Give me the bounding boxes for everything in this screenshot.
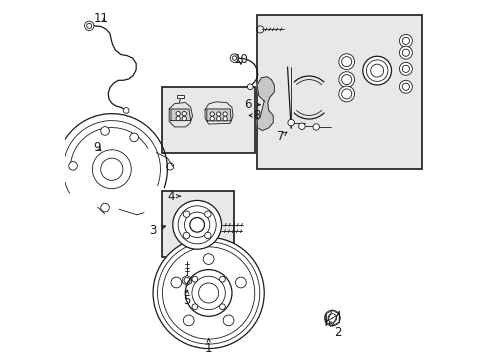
- Bar: [257, 15, 421, 169]
- Polygon shape: [171, 109, 190, 121]
- Circle shape: [223, 112, 227, 116]
- Circle shape: [362, 56, 391, 85]
- Circle shape: [203, 254, 214, 265]
- Text: 4: 4: [167, 190, 180, 203]
- Circle shape: [153, 237, 264, 348]
- Circle shape: [210, 112, 214, 116]
- Text: 3: 3: [149, 224, 165, 237]
- Circle shape: [183, 315, 194, 326]
- Circle shape: [235, 277, 246, 288]
- Polygon shape: [206, 109, 231, 121]
- Circle shape: [182, 117, 186, 121]
- Circle shape: [216, 112, 221, 116]
- Circle shape: [324, 310, 340, 326]
- Circle shape: [338, 72, 354, 87]
- Circle shape: [183, 232, 189, 239]
- Circle shape: [223, 117, 227, 121]
- Circle shape: [223, 315, 233, 326]
- Circle shape: [101, 203, 109, 212]
- Polygon shape: [257, 77, 274, 131]
- Circle shape: [185, 270, 231, 316]
- Text: 2: 2: [328, 323, 341, 339]
- Circle shape: [247, 84, 253, 90]
- Text: 9: 9: [94, 141, 101, 154]
- Bar: [162, 87, 255, 153]
- Circle shape: [298, 123, 305, 130]
- Bar: [177, 95, 184, 98]
- Text: 6: 6: [244, 98, 260, 111]
- Circle shape: [219, 304, 225, 310]
- Circle shape: [399, 80, 411, 93]
- Circle shape: [176, 117, 180, 121]
- Text: 1: 1: [204, 339, 212, 355]
- Circle shape: [204, 211, 211, 217]
- Circle shape: [176, 112, 180, 116]
- Bar: [162, 191, 233, 257]
- Circle shape: [101, 127, 109, 135]
- Text: 7: 7: [276, 130, 286, 144]
- Circle shape: [171, 277, 182, 288]
- Circle shape: [230, 54, 238, 62]
- Circle shape: [192, 276, 197, 282]
- Circle shape: [182, 112, 186, 116]
- Circle shape: [183, 211, 189, 217]
- Circle shape: [219, 276, 225, 282]
- Circle shape: [287, 120, 294, 126]
- Circle shape: [129, 133, 138, 142]
- Circle shape: [338, 86, 354, 102]
- Circle shape: [399, 35, 411, 47]
- Circle shape: [399, 46, 411, 59]
- Text: 5: 5: [183, 291, 190, 307]
- Circle shape: [192, 304, 197, 310]
- Text: 11: 11: [93, 12, 108, 25]
- Circle shape: [399, 62, 411, 75]
- Circle shape: [172, 201, 221, 249]
- Text: 8: 8: [249, 109, 260, 122]
- Circle shape: [210, 117, 214, 121]
- Circle shape: [204, 232, 211, 239]
- Circle shape: [338, 54, 354, 69]
- Circle shape: [312, 124, 319, 130]
- Circle shape: [123, 108, 129, 113]
- Text: 10: 10: [233, 53, 248, 66]
- Circle shape: [69, 162, 77, 170]
- Circle shape: [84, 21, 94, 31]
- Circle shape: [216, 117, 221, 121]
